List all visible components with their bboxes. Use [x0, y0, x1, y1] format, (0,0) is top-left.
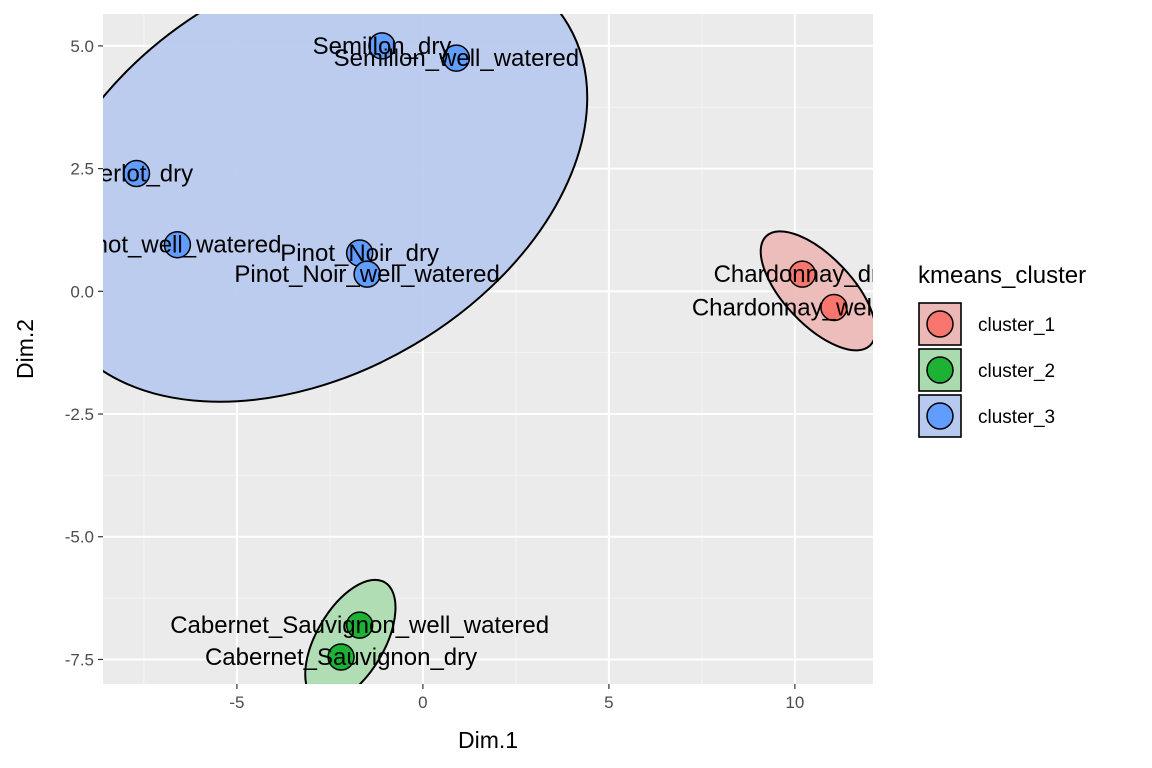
- data-point: [163, 230, 192, 259]
- legend-label: cluster_3: [978, 407, 1055, 428]
- legend-marker: [926, 356, 954, 384]
- cluster-ellipse-cluster-1: [759, 230, 873, 352]
- point-label: Cabernet_Sauvignon_dry: [205, 644, 477, 671]
- x-tick-label: 5: [604, 693, 613, 712]
- point-label: Chardonnay_well_watered: [692, 295, 976, 322]
- point-label: Pinot_Noir_well_watered: [234, 261, 499, 288]
- data-points: [122, 32, 848, 671]
- legend-marker: [926, 402, 954, 430]
- data-point: [122, 159, 151, 188]
- x-axis-ticks: -5 0 5 10: [229, 684, 804, 712]
- legend-label: cluster_2: [978, 361, 1055, 382]
- x-axis-title: Dim.1: [458, 727, 518, 753]
- legend-marker: [926, 310, 954, 338]
- point-label: Pinot_Noir_dry: [280, 240, 439, 267]
- data-point: [368, 32, 396, 60]
- y-tick-label: -7.5: [65, 650, 94, 669]
- data-point: [788, 260, 817, 288]
- data-point: [345, 611, 374, 639]
- y-tick-label: -2.5: [65, 405, 94, 424]
- x-tick-label: 0: [418, 693, 427, 712]
- y-axis-title: Dim.2: [12, 319, 38, 379]
- y-tick-label: 2.5: [70, 160, 94, 179]
- point-label: Merlot_dry: [80, 161, 193, 188]
- legend-title: kmeans_cluster: [918, 262, 1086, 289]
- point-label: Semillon_dry: [313, 33, 452, 60]
- y-tick-label: 5.0: [70, 37, 94, 56]
- x-tick-label: 10: [785, 693, 804, 712]
- point-label: Pinot_well_watered: [73, 232, 281, 259]
- cluster-ellipse-cluster-2: [304, 578, 397, 684]
- y-axis-ticks: -7.5 -5.0 -2.5 0.0 2.5 5.0: [65, 37, 103, 669]
- data-point: [327, 643, 355, 671]
- x-tick-label: -5: [229, 693, 244, 712]
- point-label: Chardonnay_dry: [714, 261, 891, 288]
- data-point: [442, 44, 471, 72]
- y-tick-label: 0.0: [70, 282, 94, 301]
- legend-label: cluster_1: [978, 315, 1055, 336]
- point-label: Semillon_well_watered: [334, 45, 579, 72]
- legend: kmeans_cluster cluster_1 cluster_2cluster…: [918, 262, 1086, 438]
- point-label: Cabernet_Sauvignon_well_watered: [170, 612, 549, 639]
- data-point: [353, 260, 381, 288]
- data-point: [820, 293, 848, 322]
- y-tick-label: -5.0: [65, 528, 94, 547]
